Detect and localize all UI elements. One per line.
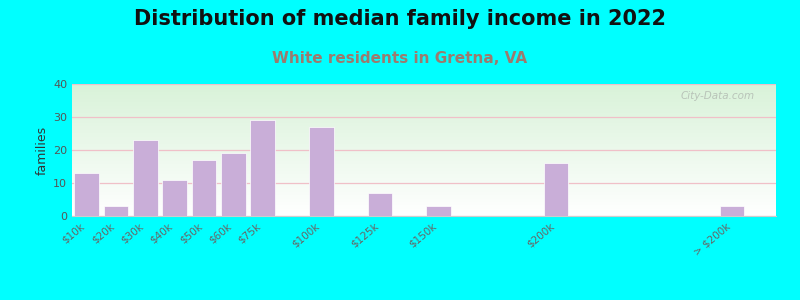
- Bar: [426, 206, 451, 216]
- Bar: [74, 173, 99, 216]
- Text: Distribution of median family income in 2022: Distribution of median family income in …: [134, 9, 666, 29]
- Bar: [250, 120, 275, 216]
- Bar: [719, 206, 745, 216]
- Bar: [191, 160, 217, 216]
- Bar: [103, 206, 129, 216]
- Bar: [162, 180, 187, 216]
- Text: City-Data.com: City-Data.com: [681, 91, 755, 100]
- Y-axis label: families: families: [36, 125, 49, 175]
- Bar: [367, 193, 393, 216]
- Bar: [309, 127, 334, 216]
- Bar: [543, 163, 569, 216]
- Bar: [133, 140, 158, 216]
- Bar: [221, 153, 246, 216]
- Text: White residents in Gretna, VA: White residents in Gretna, VA: [273, 51, 527, 66]
